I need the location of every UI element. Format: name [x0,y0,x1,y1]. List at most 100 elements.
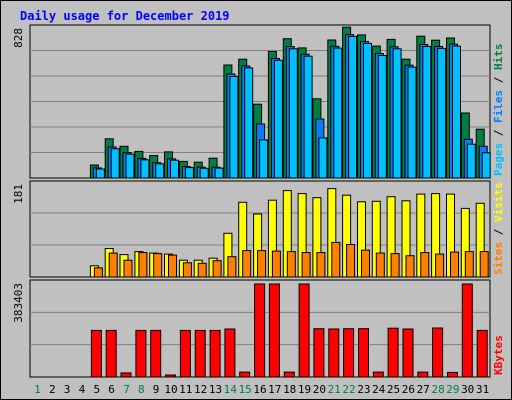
legend-part: / [492,123,505,143]
chart-title: Daily usage for December 2019 [20,9,230,23]
bar-kbytes-6 [105,329,117,378]
bar-kbytes-21 [328,328,340,378]
bar-sites-23 [361,249,370,278]
bar-pages-17 [273,59,283,179]
bar-kbytes-26 [402,328,414,378]
bar-pages-8 [140,159,150,179]
bar-pages-16 [259,139,269,179]
bar-kbytes-7 [120,372,132,378]
x-tick-label-3: 3 [64,383,71,396]
x-tick-label-15: 15 [239,383,252,396]
bar-pages-6 [110,148,120,179]
legend-part: Hits [492,44,505,71]
bar-kbytes-24 [372,371,384,378]
legend-part: Files [492,90,505,123]
bar-kbytes-8 [135,329,147,378]
bar-kbytes-30 [461,283,473,378]
bar-sites-16 [257,250,267,278]
bar-pages-28 [437,47,447,179]
legend-part: Pages [492,143,505,176]
legend-part: Visits [492,182,505,222]
x-tick-label-12: 12 [194,383,207,396]
x-tick-label-1: 1 [34,383,41,396]
max-label-top: 828 [12,28,25,48]
bar-pages-25 [392,48,402,179]
x-tick-label-29: 29 [446,383,459,396]
bar-kbytes-22 [343,328,355,378]
bar-sites-9 [153,253,163,278]
bar-pages-26 [407,66,417,179]
x-tick-label-4: 4 [79,383,86,396]
bar-pages-10 [170,159,179,179]
bar-sites-5 [93,267,103,278]
bar-sites-7 [123,259,133,278]
bar-pages-7 [125,153,135,179]
bar-kbytes-20 [313,328,325,378]
bar-sites-20 [316,252,326,278]
bar-pages-20 [318,137,328,179]
bar-kbytes-18 [283,371,295,378]
legend-bottom: KBytes [492,335,505,375]
x-tick-label-6: 6 [108,383,115,396]
legend-top: Pages / Files / Hits [492,44,505,177]
x-tick-label-18: 18 [283,383,296,396]
x-tick-label-11: 11 [179,383,192,396]
bar-pages-29 [452,45,461,179]
bar-kbytes-11 [179,329,191,378]
legend-middle: Sites / Visits [492,182,505,275]
bar-pages-15 [244,67,254,179]
bar-pages-21 [333,47,343,179]
bar-pages-18 [288,48,298,179]
bar-kbytes-12 [194,329,206,378]
x-tick-label-13: 13 [209,383,222,396]
bar-pages-22 [348,35,358,179]
bar-sites-8 [138,252,148,278]
bar-sites-6 [108,252,118,278]
bar-pages-14 [229,76,239,179]
legend-part: / [492,70,505,90]
bar-kbytes-31 [476,329,488,378]
bar-sites-30 [464,251,474,278]
bar-sites-25 [390,253,400,278]
bar-sites-10 [168,254,177,278]
bar-sites-24 [375,252,385,278]
bar-sites-22 [346,244,356,278]
bar-pages-24 [377,55,387,179]
bar-kbytes-9 [150,329,162,378]
x-tick-label-7: 7 [123,383,130,396]
bar-sites-13 [212,260,222,278]
bar-sites-26 [405,255,415,278]
x-tick-label-14: 14 [224,383,238,396]
legend-part: / [492,222,505,242]
x-tick-label-26: 26 [402,383,415,396]
x-tick-label-20: 20 [313,383,326,396]
bar-pages-12 [199,167,209,179]
x-tick-label-2: 2 [49,383,56,396]
bar-pages-9 [155,163,165,179]
max-label-middle: 181 [12,184,25,204]
x-tick-label-9: 9 [153,383,160,396]
bar-kbytes-14 [224,328,236,378]
x-tick-label-23: 23 [357,383,370,396]
x-tick-label-17: 17 [268,383,281,396]
bar-pages-31 [481,152,491,179]
bar-kbytes-28 [432,327,444,378]
bar-pages-30 [466,143,476,179]
x-tick-label-27: 27 [417,383,430,396]
bar-sites-18 [286,251,296,278]
x-tick-label-16: 16 [253,383,266,396]
bar-kbytes-10 [165,374,176,378]
bar-kbytes-25 [387,327,399,378]
x-tick-label-31: 31 [476,383,489,396]
x-tick-label-21: 21 [328,383,341,396]
bar-kbytes-27 [417,371,429,378]
bar-kbytes-5 [90,329,102,378]
bar-kbytes-17 [268,283,280,378]
bar-kbytes-16 [254,283,266,378]
bar-pages-11 [184,167,194,179]
bar-sites-27 [420,252,430,278]
legend-part: KBytes [492,335,505,375]
x-tick-label-22: 22 [342,383,355,396]
bar-pages-23 [363,42,372,179]
